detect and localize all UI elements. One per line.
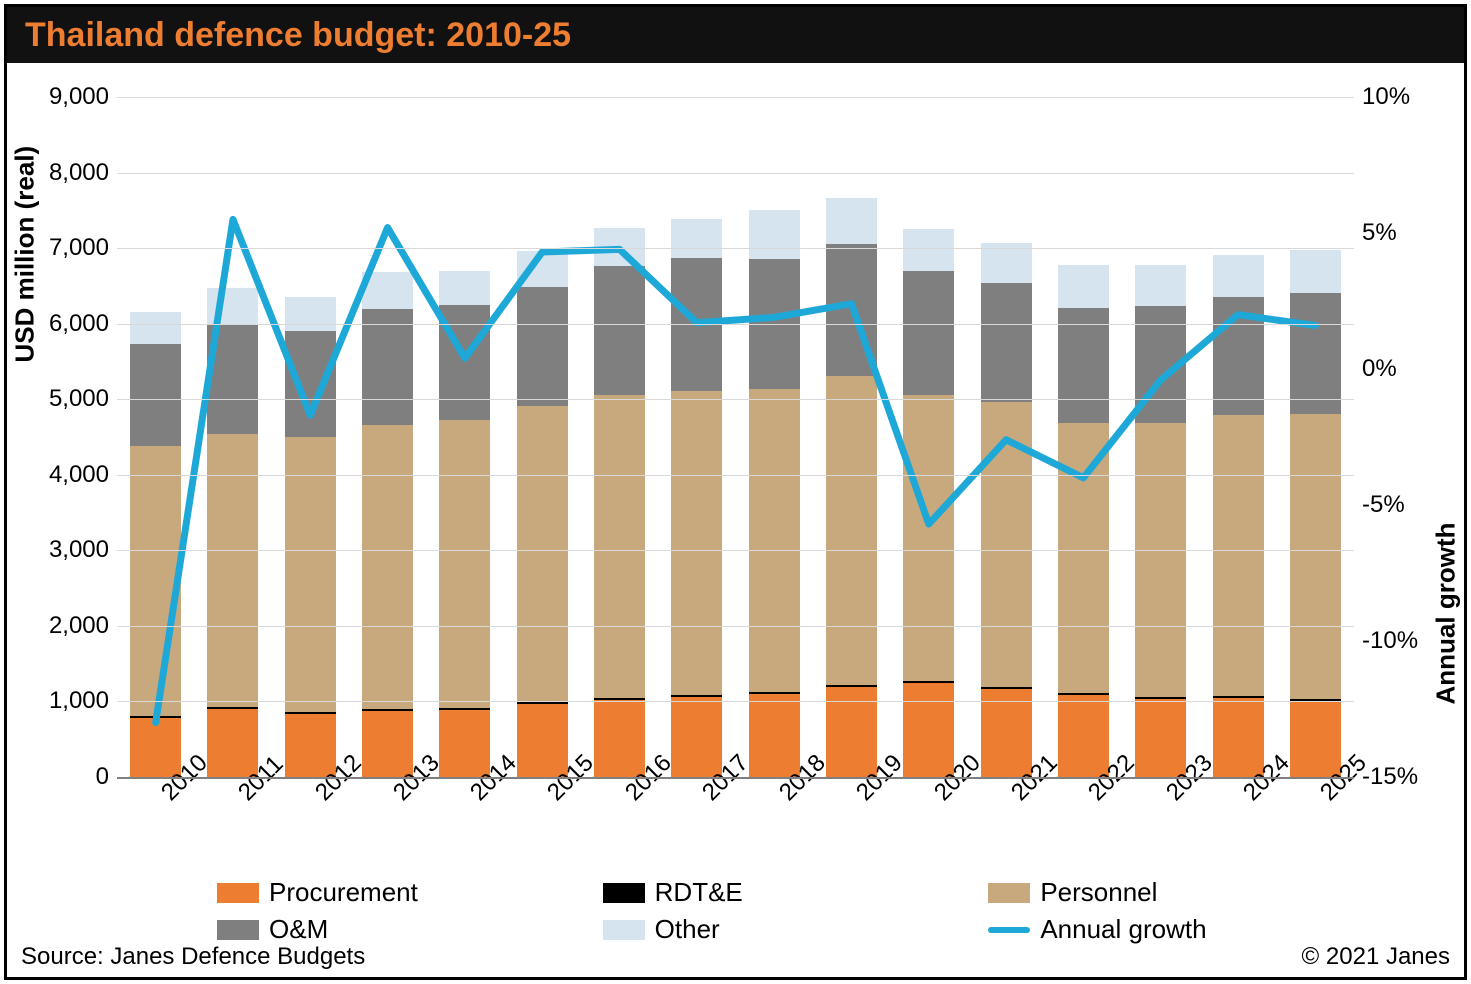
swatch-icon — [603, 883, 645, 903]
y-right-tick: 0% — [1362, 355, 1397, 383]
gridline — [117, 475, 1354, 476]
gridline — [117, 626, 1354, 627]
y-right-tick: -10% — [1362, 627, 1418, 655]
gridline — [117, 248, 1354, 249]
y-left-tick: 3,000 — [49, 536, 109, 564]
legend-item: RDT&E — [603, 877, 969, 908]
y-axis-left-label: USD million (real) — [10, 146, 41, 363]
legend-label: Annual growth — [1040, 914, 1206, 945]
y-left-tick: 2,000 — [49, 612, 109, 640]
legend-label: Procurement — [269, 877, 418, 908]
chart-frame: Thailand defence budget: 2010-25 USD mil… — [4, 4, 1467, 980]
gridline — [117, 173, 1354, 174]
legend-item: Procurement — [217, 877, 583, 908]
y-axis-right-label: Annual growth — [1431, 523, 1462, 705]
gridline — [117, 550, 1354, 551]
y-right-tick: 5% — [1362, 219, 1397, 247]
y-left-tick: 0 — [96, 763, 109, 791]
gridline — [117, 324, 1354, 325]
legend-label: O&M — [269, 914, 328, 945]
source-text: Source: Janes Defence Budgets — [21, 943, 365, 971]
swatch-icon — [217, 883, 259, 903]
y-left-tick: 1,000 — [49, 687, 109, 715]
legend-label: RDT&E — [655, 877, 743, 908]
legend-item: O&M — [217, 914, 583, 945]
gridline — [117, 701, 1354, 702]
growth-line — [117, 97, 1354, 777]
y-right-tick: -15% — [1362, 763, 1418, 791]
y-left-tick: 4,000 — [49, 461, 109, 489]
growth-line-path — [156, 219, 1316, 722]
swatch-icon — [217, 920, 259, 940]
legend-label: Other — [655, 914, 720, 945]
y-left-tick: 8,000 — [49, 159, 109, 187]
title-bar: Thailand defence budget: 2010-25 — [7, 7, 1464, 63]
legend-item: Annual growth — [988, 914, 1354, 945]
copyright-text: © 2021 Janes — [1302, 943, 1450, 971]
legend-item: Other — [603, 914, 969, 945]
line-swatch-icon — [988, 927, 1030, 933]
chart-title: Thailand defence budget: 2010-25 — [25, 16, 571, 55]
y-left-tick: 5,000 — [49, 385, 109, 413]
swatch-icon — [603, 920, 645, 940]
swatch-icon — [988, 883, 1030, 903]
legend-item: Personnel — [988, 877, 1354, 908]
plot-area: 2010201120122013201420152016201720182019… — [117, 97, 1354, 777]
gridline — [117, 399, 1354, 400]
y-left-tick: 9,000 — [49, 83, 109, 111]
y-left-tick: 6,000 — [49, 310, 109, 338]
gridline — [117, 97, 1354, 98]
y-right-tick: -5% — [1362, 491, 1405, 519]
legend-label: Personnel — [1040, 877, 1157, 908]
y-left-tick: 7,000 — [49, 234, 109, 262]
legend: Procurement RDT&E Personnel O&M Other Annual … — [217, 877, 1354, 945]
footer: Source: Janes Defence Budgets © 2021 Jan… — [21, 943, 1450, 971]
x-axis-line — [117, 777, 1354, 779]
y-right-tick: 10% — [1362, 83, 1410, 111]
